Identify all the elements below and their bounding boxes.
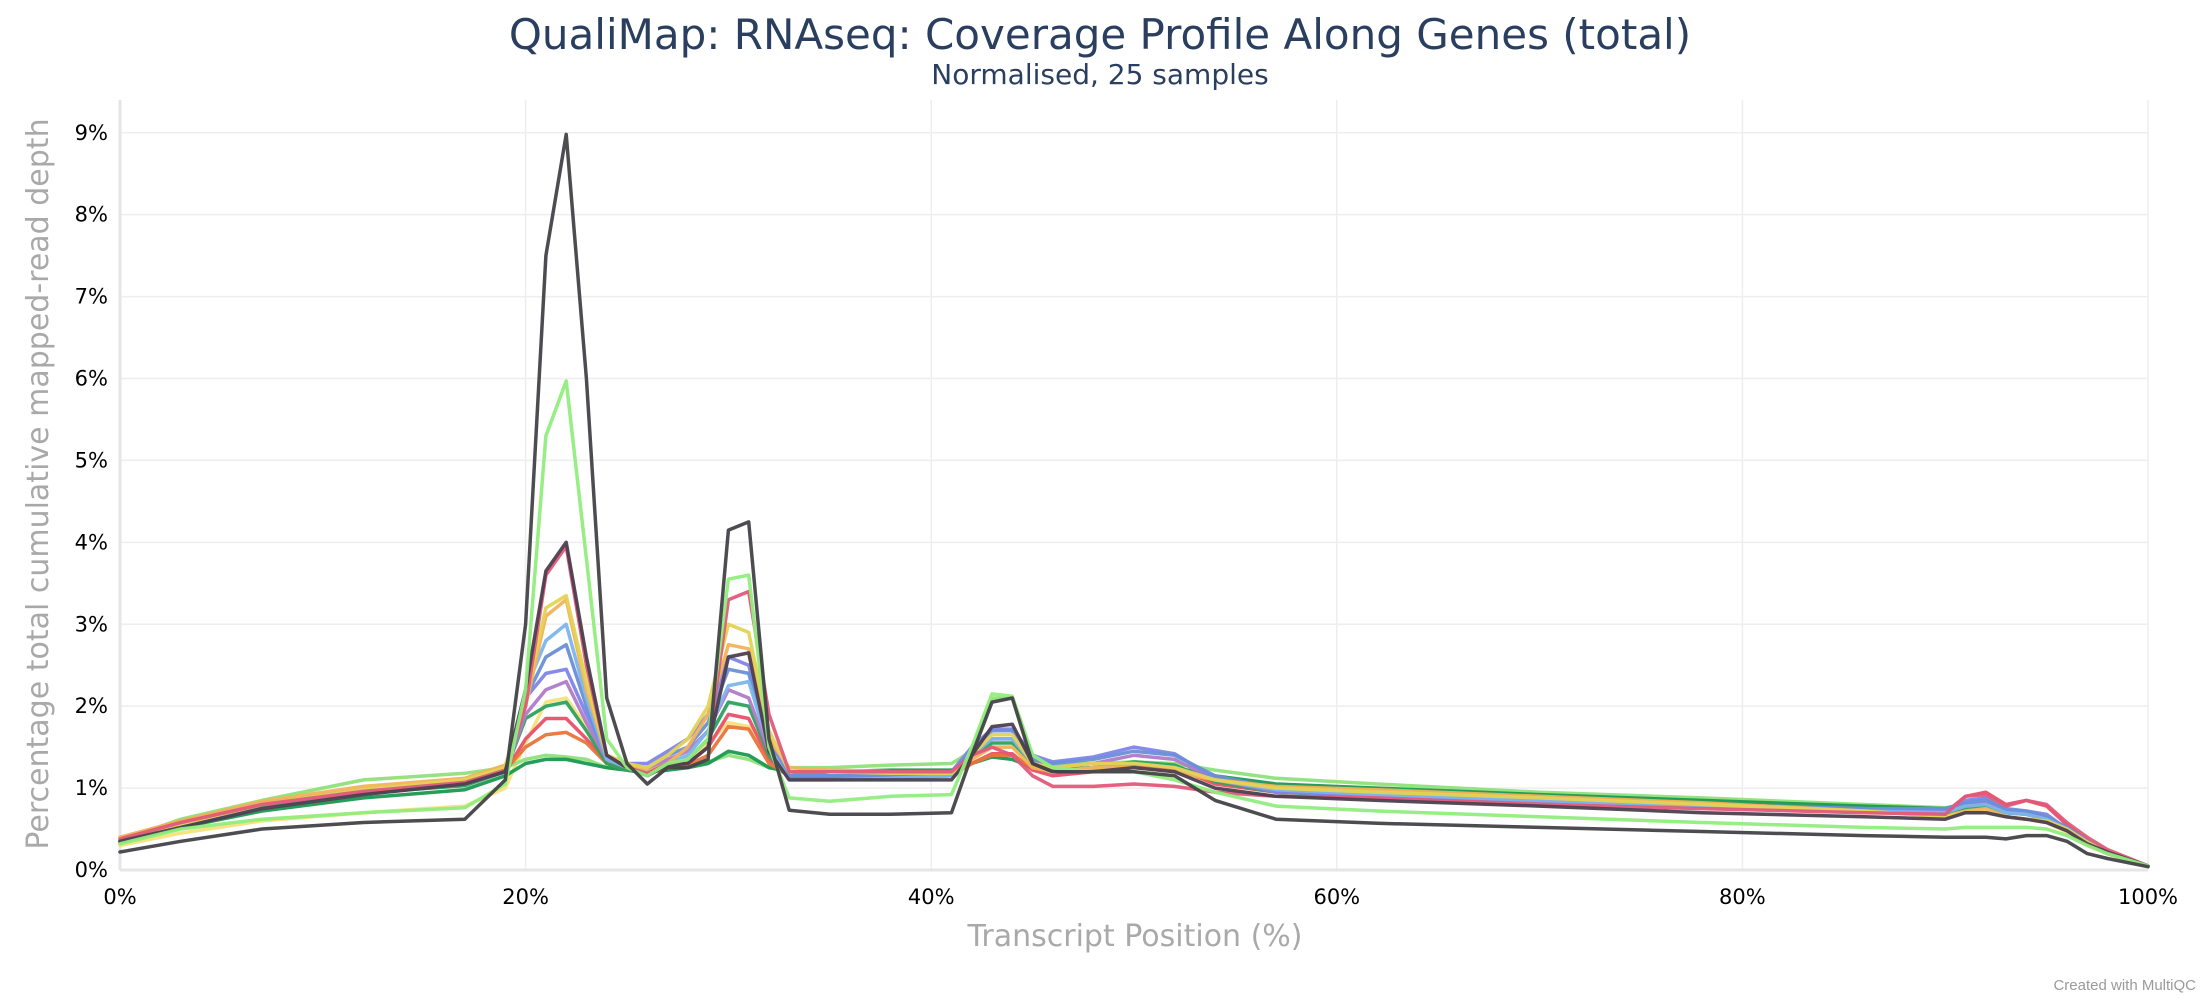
chart-subtitle: Normalised, 25 samples: [931, 58, 1269, 91]
y-axis-title: Percentage total cumulative mapped-read …: [21, 118, 56, 849]
axes: [118, 100, 2148, 872]
x-tick-label: 80%: [1719, 885, 1766, 909]
x-tick-label: 60%: [1313, 885, 1360, 909]
tick-labels: 0% 1% 2% 3% 4% 5% 6% 7% 8% 9% 0% 20% 40% 60% 80% 100%: [75, 121, 2178, 909]
y-tick-label: 0%: [75, 858, 108, 882]
series-line-3[interactable]: [118, 540, 2150, 868]
x-tick-label: 100%: [2118, 885, 2178, 909]
x-tick-label: 20%: [502, 885, 549, 909]
y-tick-label: 6%: [75, 367, 108, 391]
chart-title: QualiMap: RNAseq: Coverage Profile Along…: [508, 10, 1692, 59]
y-tick-label: 7%: [75, 285, 108, 309]
y-tick-label: 2%: [75, 694, 108, 718]
series-line-7[interactable]: [118, 622, 2150, 868]
y-tick-label: 3%: [75, 612, 108, 636]
multiqc-credit: Created with MultiQC: [2053, 977, 2196, 994]
y-tick-label: 8%: [75, 203, 108, 227]
y-tick-label: 5%: [75, 448, 108, 472]
gridlines: [120, 100, 2149, 870]
series-line-1[interactable]: [118, 132, 2150, 869]
x-tick-label: 0%: [103, 885, 136, 909]
y-tick-label: 9%: [75, 121, 108, 145]
series-line-2[interactable]: [118, 379, 2150, 868]
series-lines[interactable]: [118, 132, 2150, 869]
x-tick-label: 40%: [908, 885, 955, 909]
series-line-10[interactable]: [118, 679, 2150, 868]
y-tick-label: 1%: [75, 776, 108, 800]
x-axis-title: Transcript Position (%): [966, 919, 1302, 954]
y-tick-label: 4%: [75, 530, 108, 554]
